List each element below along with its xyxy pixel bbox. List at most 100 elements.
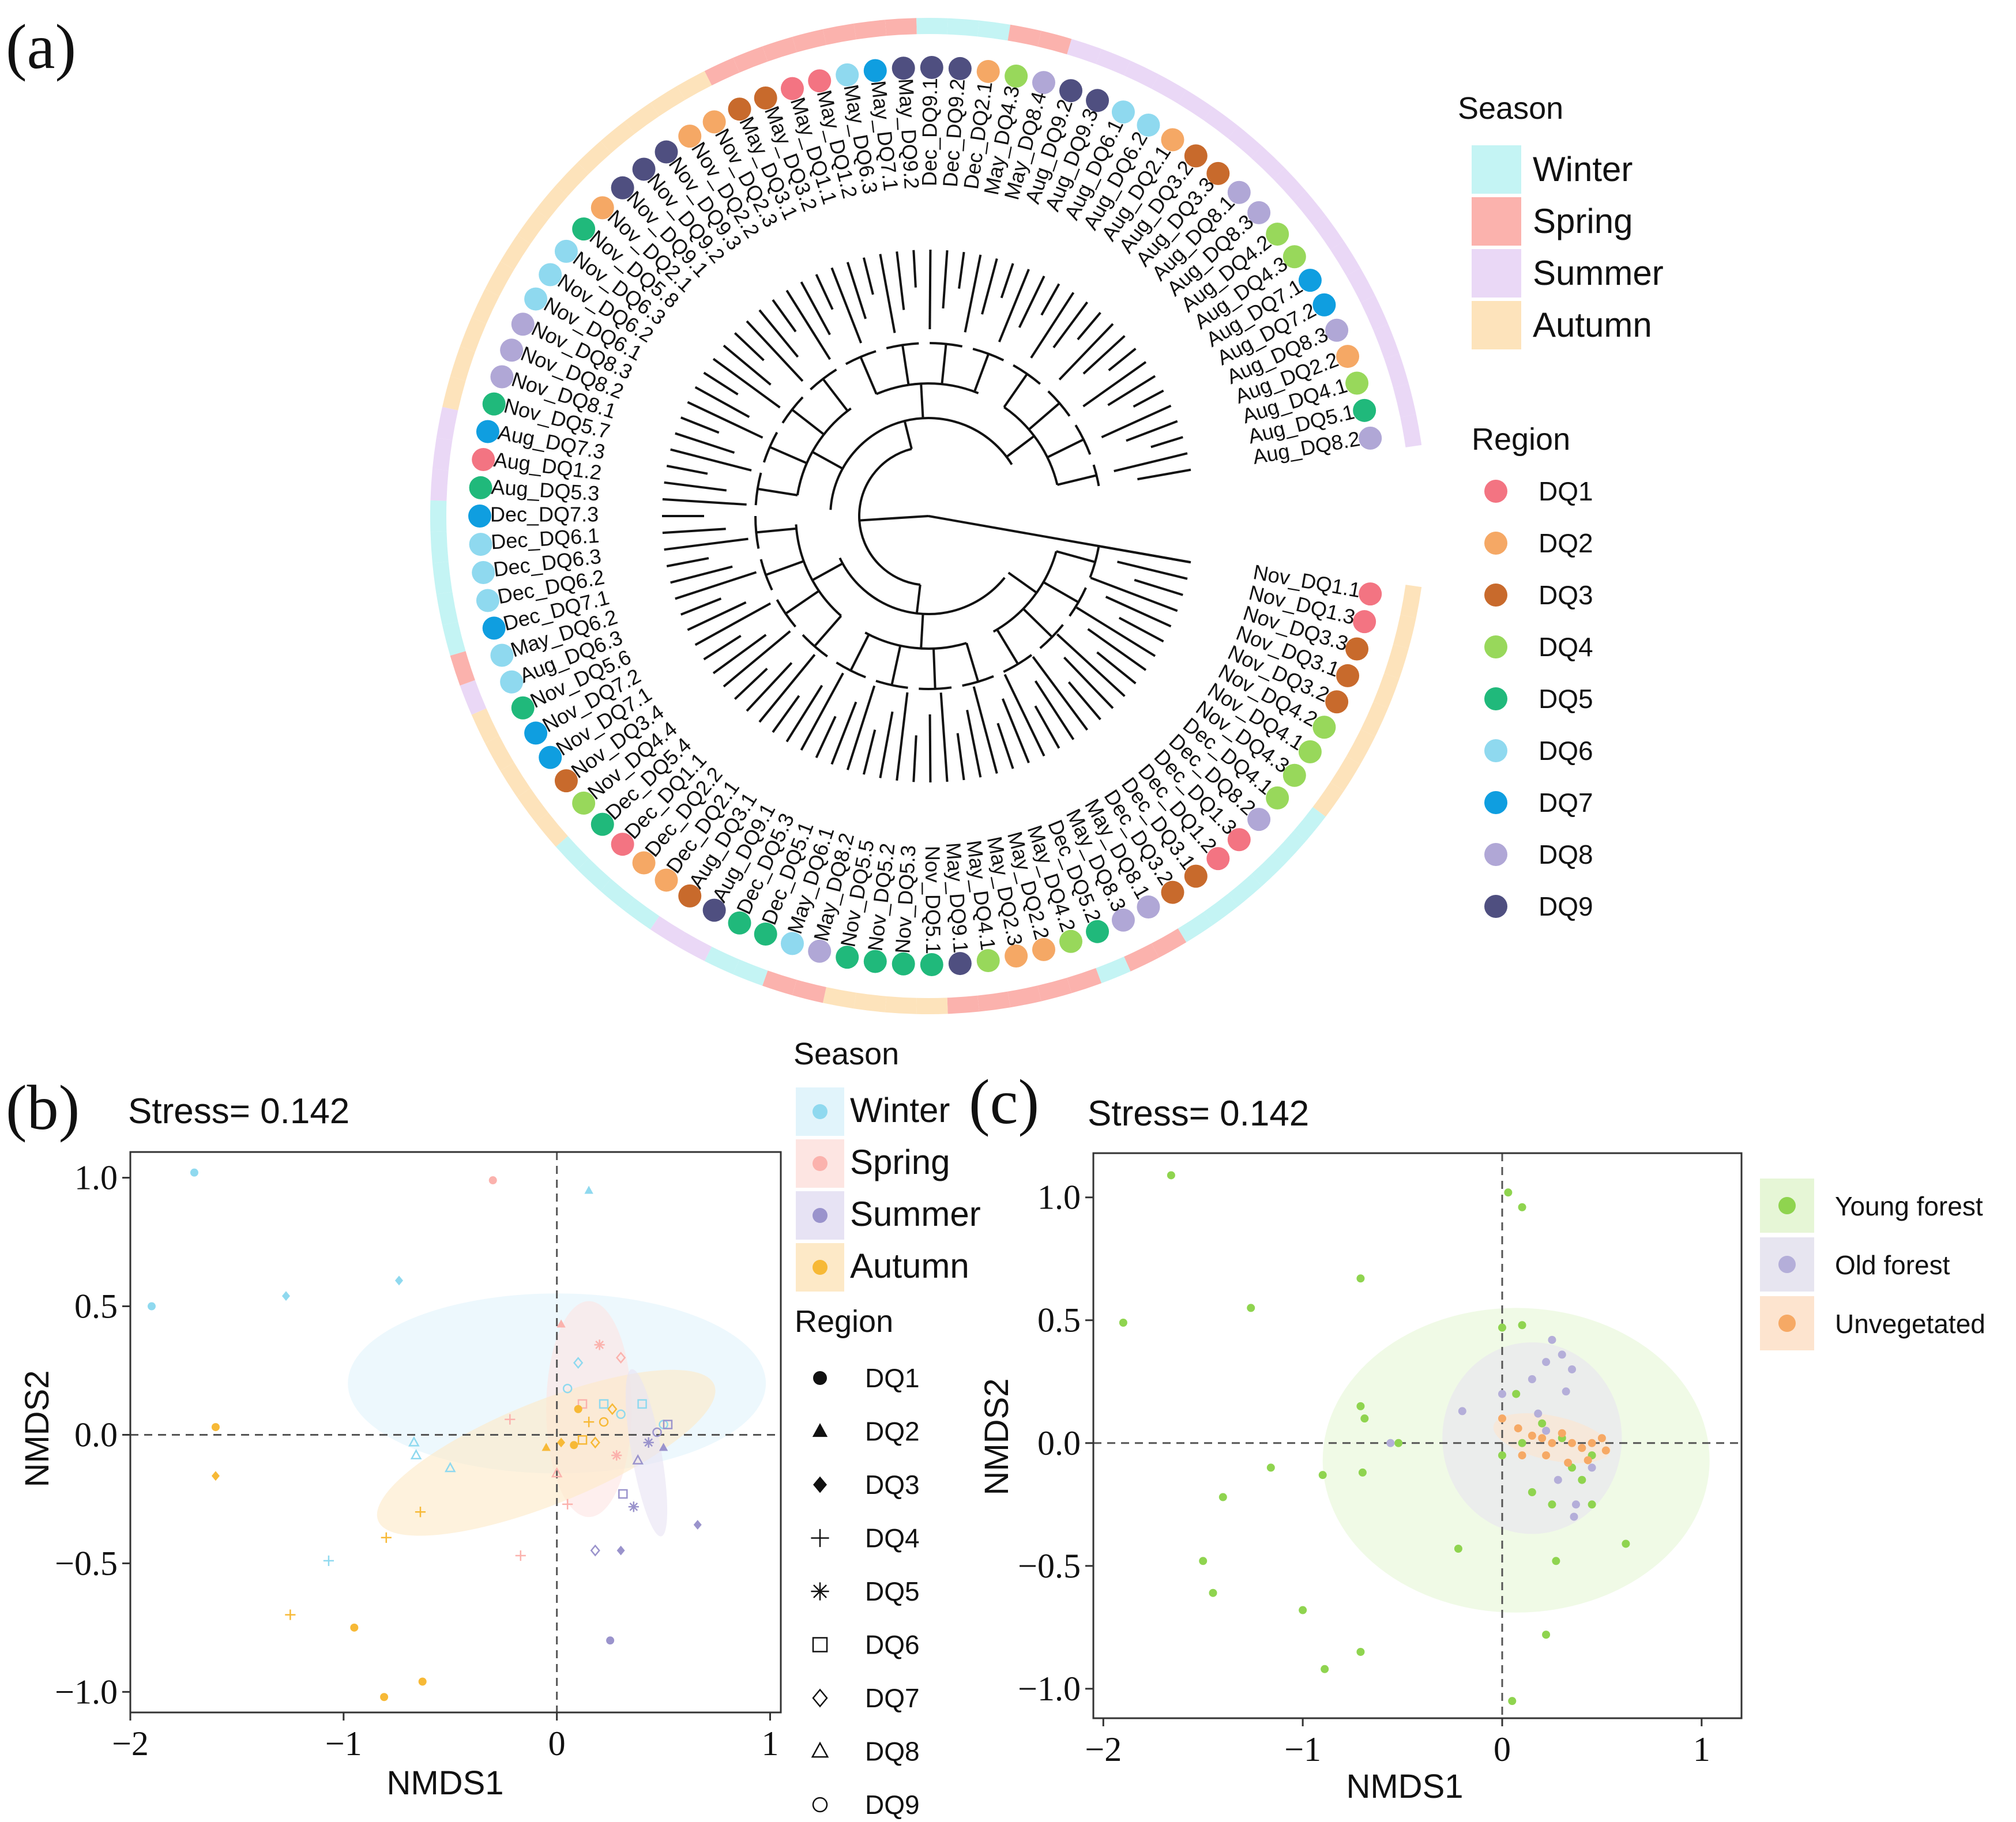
data-point [1360, 1414, 1369, 1423]
data-point [1558, 1350, 1566, 1359]
data-point [1622, 1539, 1630, 1548]
tree-branch [973, 353, 990, 393]
tree-branch [862, 257, 874, 295]
season-legend-b-dot [813, 1208, 828, 1223]
tree-branch [815, 716, 837, 758]
season-legend-b-label: Spring [850, 1143, 950, 1181]
tree-branch [800, 672, 844, 751]
y-tick-label: −1.0 [1018, 1670, 1081, 1708]
data-point [381, 1532, 392, 1543]
data-point [1512, 1390, 1521, 1398]
circular-dendrogram: Nov_DQ1.1Nov_DQ1.3Nov_DQ3.3Nov_DQ3.1Nov_… [430, 18, 1422, 1014]
season-ring-segment [1037, 977, 1072, 1002]
region-dot [632, 851, 656, 875]
season-ring-segment [625, 103, 660, 134]
tree-branch [859, 515, 929, 522]
tree-branch [1077, 311, 1101, 341]
x-axis-title-b: NMDS1 [386, 1764, 503, 1802]
tree-branch [1134, 578, 1183, 596]
region-dot [754, 86, 777, 110]
tree-branch [694, 602, 772, 646]
season-ring-segment [1007, 24, 1041, 47]
region-dot [1266, 223, 1289, 246]
nmds-plot-b: −2 −1 0 1 −1.0 −0.5 0.0 0.5 1.0 [55, 1151, 782, 1763]
season-ring-segment [1124, 943, 1159, 972]
x-tick-label: 0 [1494, 1730, 1511, 1768]
tree-branch [758, 309, 799, 358]
cluster-arc [1047, 390, 1071, 417]
tree-branch [1056, 550, 1096, 563]
season-ring-segment [500, 235, 531, 270]
cluster-arc [1039, 624, 1064, 649]
x-tick-label: 0 [548, 1725, 566, 1763]
data-point [1247, 1304, 1255, 1312]
season-ring-segment [1151, 928, 1187, 958]
cluster-arc [781, 396, 804, 424]
region-dot [1137, 895, 1160, 919]
season-ring-segment [450, 651, 475, 686]
season-legend-title: Season [1458, 91, 1563, 126]
forest-legend-dot [1778, 1197, 1796, 1214]
season-legend-b: Season Winter Spring Summer Autumn [793, 1037, 981, 1292]
region-legend-b-title: Region [795, 1304, 893, 1339]
data-point [556, 1319, 566, 1328]
data-point [1498, 1451, 1506, 1460]
tree-branch [680, 416, 720, 434]
tree-branch [1006, 435, 1035, 458]
season-ring-segment [1384, 644, 1409, 679]
region-dot [1184, 144, 1208, 168]
data-point [652, 1427, 662, 1437]
season-ring-segment [1151, 74, 1187, 104]
season-ring-segment [485, 736, 514, 771]
region-legend-b-label: DQ5 [865, 1576, 920, 1606]
tree-branches [662, 249, 1191, 783]
season-ring-segment [853, 992, 887, 1012]
season-ring-segment [733, 46, 768, 73]
data-point [1356, 1647, 1365, 1656]
tree-branch [1075, 607, 1156, 657]
season-ring-segment [432, 438, 453, 471]
tree-branch [772, 695, 800, 733]
tree-branch [920, 383, 924, 419]
data-point [1514, 1424, 1522, 1433]
tree-branch [879, 254, 896, 333]
season-ring-segment [485, 261, 514, 296]
y-tick-label: −0.5 [1018, 1547, 1081, 1585]
tree-branch [1003, 373, 1028, 408]
tree-branch [849, 634, 870, 671]
tree-branch [670, 565, 733, 584]
data-point [599, 1399, 609, 1409]
region-dot [920, 953, 943, 976]
y-tick-label: 0.5 [1037, 1301, 1081, 1339]
stress-label-b: Stress= 0.142 [128, 1091, 349, 1131]
tree-branch [811, 450, 844, 470]
data-point [813, 1476, 827, 1493]
region-dot [1298, 740, 1322, 763]
tree-branch [966, 709, 982, 778]
region-dot [1325, 318, 1349, 342]
data-point [1601, 1446, 1610, 1455]
region-legend-label: DQ5 [1539, 684, 1593, 714]
cluster-arc [992, 551, 1058, 633]
y-tick-label: 0.5 [74, 1288, 118, 1326]
season-ring-segment [1228, 874, 1262, 907]
season-ring-segment [676, 71, 712, 100]
season-ring-segment [535, 185, 568, 220]
data-point [350, 1623, 359, 1632]
data-point [1356, 1274, 1365, 1283]
data-point [584, 1417, 595, 1428]
tree-branch [1105, 596, 1172, 628]
cluster-arc [972, 348, 1005, 362]
region-dot [1032, 938, 1055, 961]
y-tick-label: 1.0 [74, 1159, 118, 1197]
panel-b-label: (b) [6, 1072, 80, 1143]
season-ring-segment [822, 23, 856, 45]
tree-branch [694, 386, 750, 418]
region-dot [1161, 880, 1184, 904]
region-dot [1111, 908, 1135, 932]
plot-area [1093, 1153, 1742, 1718]
tree-branch [1150, 436, 1183, 449]
asterisk-stroke [595, 1341, 604, 1349]
data-point [488, 1176, 497, 1185]
y-tick-label: 1.0 [1037, 1179, 1081, 1217]
